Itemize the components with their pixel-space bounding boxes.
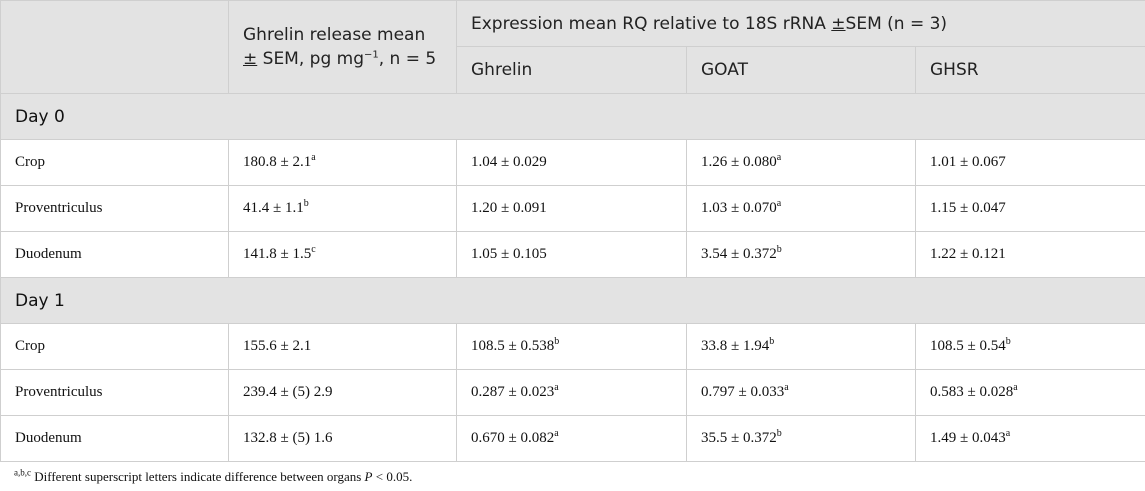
header-expression: Expression mean RQ relative to 18S rRNA … — [455, 0, 1145, 47]
table-row: Duodenum 141.8 ± 1.5c 1.05 ± 0.105 3.54 … — [0, 231, 1145, 278]
header-organ — [0, 0, 229, 94]
value-cell: 141.8 ± 1.5c — [228, 231, 457, 278]
value-cell: 1.20 ± 0.091 — [456, 185, 687, 232]
value-cell: 41.4 ± 1.1b — [228, 185, 457, 232]
value-cell: 1.03 ± 0.070a — [686, 185, 916, 232]
value-cell: 0.287 ± 0.023a — [456, 369, 687, 416]
value-cell: 108.5 ± 0.538b — [456, 323, 687, 370]
organ-cell: Duodenum — [0, 231, 229, 278]
table-row: Crop 155.6 ± 2.1 108.5 ± 0.538b 33.8 ± 1… — [0, 323, 1145, 370]
value-cell: 35.5 ± 0.372b — [686, 415, 916, 462]
value-cell: 1.22 ± 0.121 — [914, 231, 1145, 278]
organ-cell: Proventriculus — [0, 369, 229, 416]
value-cell: 1.05 ± 0.105 — [456, 231, 687, 278]
value-cell: 0.797 ± 0.033a — [686, 369, 916, 416]
section-day-0: Day 0 — [0, 93, 1145, 140]
value-cell: 108.5 ± 0.54b — [914, 323, 1145, 370]
section-day-1: Day 1 — [0, 277, 1145, 324]
value-cell: 1.01 ± 0.067 — [914, 139, 1145, 186]
value-cell: 1.49 ± 0.043a — [914, 415, 1145, 462]
value-cell: 1.26 ± 0.080a — [686, 139, 916, 186]
table-footnote: a,b,c Different superscript letters indi… — [14, 467, 413, 484]
header-ghrelin: Ghrelin — [456, 46, 687, 94]
table-row: Crop 180.8 ± 2.1a 1.04 ± 0.029 1.26 ± 0.… — [0, 139, 1145, 186]
value-cell: 239.4 ± (5) 2.9 — [228, 369, 457, 416]
organ-cell: Crop — [0, 139, 229, 186]
value-cell: 132.8 ± (5) 1.6 — [228, 415, 457, 462]
data-table: Ghrelin release mean ± SEM, pg mg−1, n =… — [0, 0, 1145, 462]
value-cell: 155.6 ± 2.1 — [228, 323, 457, 370]
header-ghrelin-release: Ghrelin release mean ± SEM, pg mg−1, n =… — [228, 0, 457, 94]
header-ghsr: GHSR — [914, 46, 1145, 94]
value-cell: 1.15 ± 0.047 — [914, 185, 1145, 232]
organ-cell: Proventriculus — [0, 185, 229, 232]
organ-cell: Duodenum — [0, 415, 229, 462]
table-row: Proventriculus 41.4 ± 1.1b 1.20 ± 0.091 … — [0, 185, 1145, 232]
value-cell: 0.583 ± 0.028a — [914, 369, 1145, 416]
header-goat: GOAT — [686, 46, 916, 94]
value-cell: 0.670 ± 0.082a — [456, 415, 687, 462]
organ-cell: Crop — [0, 323, 229, 370]
table-row: Proventriculus 239.4 ± (5) 2.9 0.287 ± 0… — [0, 369, 1145, 416]
value-cell: 33.8 ± 1.94b — [686, 323, 916, 370]
table-row: Duodenum 132.8 ± (5) 1.6 0.670 ± 0.082a … — [0, 415, 1145, 462]
value-cell: 180.8 ± 2.1a — [228, 139, 457, 186]
value-cell: 3.54 ± 0.372b — [686, 231, 916, 278]
value-cell: 1.04 ± 0.029 — [456, 139, 687, 186]
